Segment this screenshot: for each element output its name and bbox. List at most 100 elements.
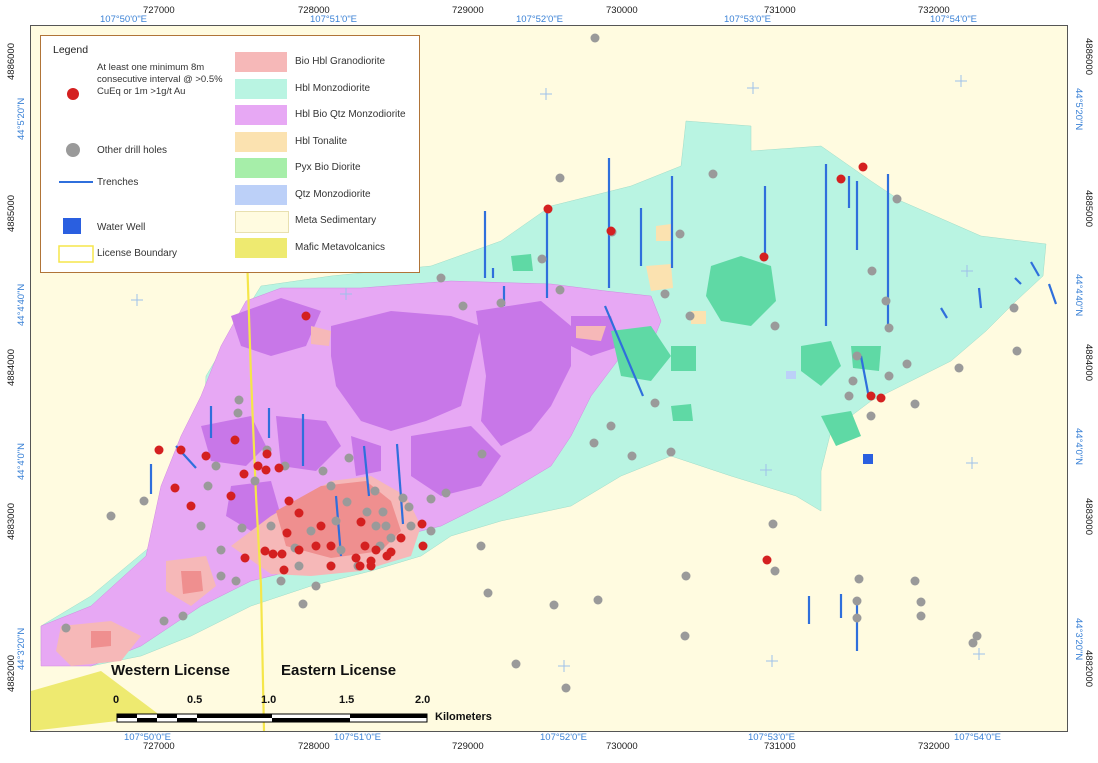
- drill-hole[interactable]: [216, 545, 226, 555]
- drill-hole[interactable]: [178, 611, 188, 621]
- drill-hole[interactable]: [234, 395, 244, 405]
- drill-hole[interactable]: [496, 298, 506, 308]
- significant-interval-hole[interactable]: [240, 553, 250, 563]
- significant-interval-hole[interactable]: [836, 174, 846, 184]
- significant-interval-hole[interactable]: [762, 555, 772, 565]
- drill-hole[interactable]: [458, 301, 468, 311]
- drill-hole[interactable]: [378, 507, 388, 517]
- trench-line[interactable]: [1014, 277, 1022, 285]
- drill-hole[interactable]: [250, 476, 260, 486]
- drill-hole[interactable]: [537, 254, 547, 264]
- significant-interval-hole[interactable]: [759, 252, 769, 262]
- drill-hole[interactable]: [477, 449, 487, 459]
- drill-hole[interactable]: [685, 311, 695, 321]
- drill-hole[interactable]: [606, 421, 616, 431]
- drill-hole[interactable]: [196, 521, 206, 531]
- drill-hole[interactable]: [370, 486, 380, 496]
- drill-hole[interactable]: [555, 173, 565, 183]
- drill-hole[interactable]: [276, 576, 286, 586]
- significant-interval-hole[interactable]: [277, 549, 287, 559]
- drill-hole[interactable]: [954, 363, 964, 373]
- drill-hole[interactable]: [426, 526, 436, 536]
- drill-hole[interactable]: [436, 273, 446, 283]
- drill-hole[interactable]: [770, 566, 780, 576]
- significant-interval-hole[interactable]: [176, 445, 186, 455]
- significant-interval-hole[interactable]: [396, 533, 406, 543]
- drill-hole[interactable]: [483, 588, 493, 598]
- drill-hole[interactable]: [916, 611, 926, 621]
- significant-interval-hole[interactable]: [284, 496, 294, 506]
- drill-hole[interactable]: [854, 574, 864, 584]
- drill-hole[interactable]: [768, 519, 778, 529]
- drill-hole[interactable]: [106, 511, 116, 521]
- significant-interval-hole[interactable]: [876, 393, 886, 403]
- drill-hole[interactable]: [511, 659, 521, 669]
- significant-interval-hole[interactable]: [382, 551, 392, 561]
- drill-hole[interactable]: [476, 541, 486, 551]
- significant-interval-hole[interactable]: [268, 549, 278, 559]
- drill-hole[interactable]: [590, 33, 600, 43]
- drill-hole[interactable]: [362, 507, 372, 517]
- drill-hole[interactable]: [660, 289, 670, 299]
- significant-interval-hole[interactable]: [301, 311, 311, 321]
- drill-hole[interactable]: [884, 371, 894, 381]
- drill-hole[interactable]: [844, 391, 854, 401]
- drill-hole[interactable]: [848, 376, 858, 386]
- drill-hole[interactable]: [852, 351, 862, 361]
- drill-hole[interactable]: [381, 521, 391, 531]
- drill-hole[interactable]: [386, 533, 396, 543]
- significant-interval-hole[interactable]: [311, 541, 321, 551]
- significant-interval-hole[interactable]: [371, 545, 381, 555]
- drill-hole[interactable]: [650, 398, 660, 408]
- drill-hole[interactable]: [902, 359, 912, 369]
- trench-line[interactable]: [859, 355, 871, 399]
- drill-hole[interactable]: [866, 411, 876, 421]
- significant-interval-hole[interactable]: [279, 565, 289, 575]
- drill-hole[interactable]: [159, 616, 169, 626]
- drill-hole[interactable]: [61, 623, 71, 633]
- drill-hole[interactable]: [318, 466, 328, 476]
- significant-interval-hole[interactable]: [294, 545, 304, 555]
- drill-hole[interactable]: [892, 194, 902, 204]
- drill-hole[interactable]: [266, 521, 276, 531]
- significant-interval-hole[interactable]: [154, 445, 164, 455]
- drill-hole[interactable]: [311, 581, 321, 591]
- trench-line[interactable]: [1047, 283, 1058, 305]
- significant-interval-hole[interactable]: [170, 483, 180, 493]
- drill-hole[interactable]: [675, 229, 685, 239]
- water-well[interactable]: [863, 454, 873, 464]
- drill-hole[interactable]: [555, 285, 565, 295]
- drill-hole[interactable]: [203, 481, 213, 491]
- significant-interval-hole[interactable]: [543, 204, 553, 214]
- map-frame[interactable]: Western License Eastern License 0 0.5 1.…: [30, 25, 1068, 732]
- drill-hole[interactable]: [371, 521, 381, 531]
- significant-interval-hole[interactable]: [230, 435, 240, 445]
- drill-hole[interactable]: [627, 451, 637, 461]
- drill-hole[interactable]: [968, 638, 978, 648]
- drill-hole[interactable]: [231, 576, 241, 586]
- significant-interval-hole[interactable]: [351, 553, 361, 563]
- drill-hole[interactable]: [441, 488, 451, 498]
- significant-interval-hole[interactable]: [366, 561, 376, 571]
- drill-hole[interactable]: [331, 516, 341, 526]
- significant-interval-hole[interactable]: [355, 561, 365, 571]
- trench-line[interactable]: [977, 287, 983, 309]
- drill-hole[interactable]: [910, 576, 920, 586]
- drill-hole[interactable]: [306, 526, 316, 536]
- significant-interval-hole[interactable]: [356, 517, 366, 527]
- drill-hole[interactable]: [589, 438, 599, 448]
- drill-hole[interactable]: [406, 521, 416, 531]
- drill-hole[interactable]: [680, 631, 690, 641]
- significant-interval-hole[interactable]: [260, 546, 270, 556]
- drill-hole[interactable]: [1012, 346, 1022, 356]
- significant-interval-hole[interactable]: [294, 508, 304, 518]
- significant-interval-hole[interactable]: [326, 541, 336, 551]
- drill-hole[interactable]: [593, 595, 603, 605]
- drill-hole[interactable]: [549, 600, 559, 610]
- drill-hole[interactable]: [708, 169, 718, 179]
- significant-interval-hole[interactable]: [858, 162, 868, 172]
- significant-interval-hole[interactable]: [316, 521, 326, 531]
- drill-hole[interactable]: [884, 323, 894, 333]
- drill-hole[interactable]: [972, 631, 982, 641]
- significant-interval-hole[interactable]: [418, 541, 428, 551]
